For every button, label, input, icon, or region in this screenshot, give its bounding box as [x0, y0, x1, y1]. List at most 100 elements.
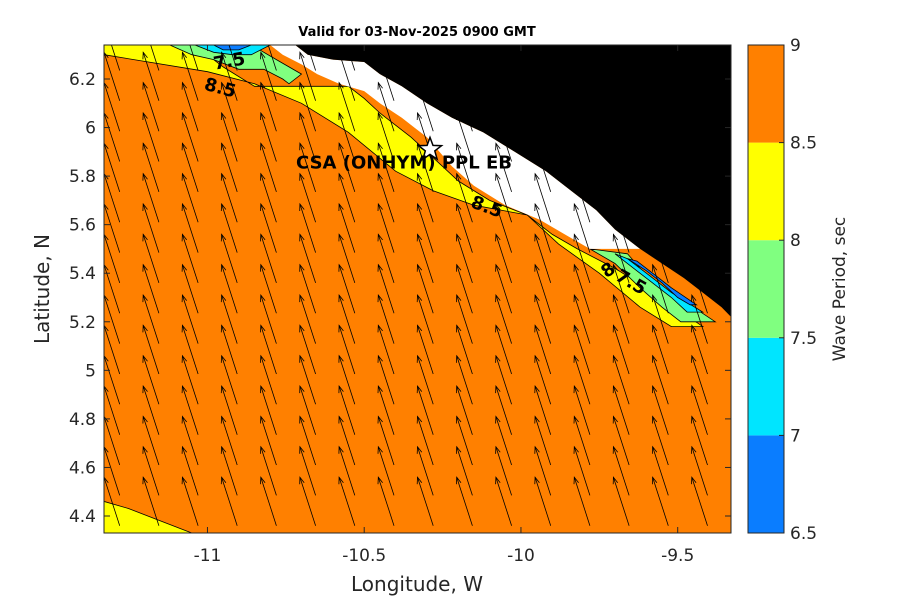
arrow-shaft [573, 385, 591, 435]
arrow-shaft [299, 203, 316, 253]
arrow-head [573, 233, 579, 242]
arrow-shaft [377, 325, 395, 375]
arrow-head [612, 324, 619, 333]
arrow-head [142, 415, 148, 424]
contour-labels: 7.58.58.587.5 [202, 48, 650, 299]
y-axis: 4.4 4.6 4.8 5 5.2 5.4 5.6 5.8 6 6.2 [69, 70, 731, 527]
arrow-shaft [456, 294, 473, 344]
arrow-shaft [221, 143, 238, 193]
arrow-shaft [456, 416, 473, 466]
arrow-head [691, 415, 697, 424]
arrow-head [456, 445, 462, 454]
arrow-head [220, 476, 227, 485]
arrow-shaft [417, 355, 434, 405]
y-tick-label: 5 [85, 361, 96, 381]
arrow-shaft [417, 143, 434, 193]
arrow-head [495, 142, 501, 151]
arrow-shaft [260, 294, 277, 344]
arrow-head [377, 111, 383, 121]
arrow-shaft [299, 355, 316, 405]
arrow-head [416, 233, 423, 242]
arrow-shaft [456, 477, 473, 526]
arrow-head [104, 112, 109, 121]
x-tick-label: -9.5 [661, 546, 694, 566]
arrow-shaft [652, 477, 669, 526]
arrow-head [534, 233, 540, 242]
arrow-head [612, 293, 619, 303]
arrow-head [416, 293, 423, 303]
arrow-shaft [652, 325, 669, 375]
arrow-shaft [142, 355, 160, 405]
arrow-head [260, 476, 266, 485]
arrow-head [377, 293, 383, 303]
arrow-head [377, 445, 383, 454]
arrow-head [456, 202, 462, 212]
arrow-shaft [221, 234, 238, 284]
arrow-head [534, 476, 540, 485]
arrow-head [142, 293, 148, 303]
arrow-head [104, 203, 109, 212]
arrow-head [142, 476, 148, 485]
arrow-shaft [691, 477, 708, 526]
arrow-head [104, 415, 109, 424]
arrow-shaft [652, 234, 669, 284]
chart-title: Valid for 03-Nov-2025 0900 GMT [298, 25, 536, 40]
arrow-shaft [142, 234, 160, 284]
arrow-head [299, 476, 305, 485]
arrow-shaft [182, 264, 199, 314]
arrow-head [299, 81, 305, 90]
arrow-shaft [377, 294, 395, 344]
arrow-head [220, 415, 227, 424]
arrow-head [338, 415, 344, 424]
arrow-shaft [142, 385, 160, 435]
arrow-shaft [299, 294, 316, 344]
arrow-head [220, 81, 227, 90]
arrow-head [220, 384, 227, 394]
arrow-head [456, 476, 462, 485]
arrow-shaft [142, 446, 160, 496]
arrow-shaft [221, 325, 238, 375]
arrow-shaft [104, 294, 121, 344]
arrow-shaft [338, 173, 356, 223]
arrow-head [104, 142, 109, 151]
plot-frame [103, 44, 732, 534]
arrow-head [338, 172, 344, 181]
arrow-shaft [260, 143, 277, 193]
arrow-head [220, 111, 227, 121]
arrow-head [299, 263, 305, 272]
arrow-shaft [338, 82, 356, 132]
arrow-shaft [260, 355, 277, 405]
arrow-shaft [652, 385, 669, 435]
arrow-head [416, 415, 423, 424]
colorbar: 6.5 7 7.5 8 8.5 9 [747, 36, 817, 544]
arrow-head [299, 293, 305, 303]
arrow-head [221, 22, 226, 29]
arrow-head [652, 263, 658, 272]
arrow-shaft [338, 325, 356, 375]
arrow-head [181, 445, 188, 454]
arrow-head [260, 354, 266, 363]
arrow-head [181, 81, 188, 90]
arrow-head [456, 142, 462, 151]
arrow-head [534, 384, 540, 394]
arrow-head [104, 446, 109, 454]
arrow-head [377, 81, 383, 90]
arrow-head [495, 384, 501, 394]
arrow-head [338, 202, 344, 212]
arrow-head [104, 264, 109, 272]
arrow-shaft [573, 234, 591, 284]
arrow-shaft [299, 416, 316, 466]
arrow-head [691, 354, 697, 363]
arrow-head [377, 172, 383, 181]
arrow-shaft [142, 416, 160, 466]
arrow-shaft [495, 477, 512, 526]
arrow-head [142, 233, 148, 242]
arrow-head [652, 354, 658, 363]
arrow-head [377, 233, 383, 242]
arrow-head [260, 51, 266, 60]
arrow-head [652, 384, 658, 394]
arrow-shaft [299, 477, 316, 526]
arrow-head [377, 202, 383, 212]
arrow-shaft [377, 82, 395, 132]
arrow-head [534, 293, 540, 303]
